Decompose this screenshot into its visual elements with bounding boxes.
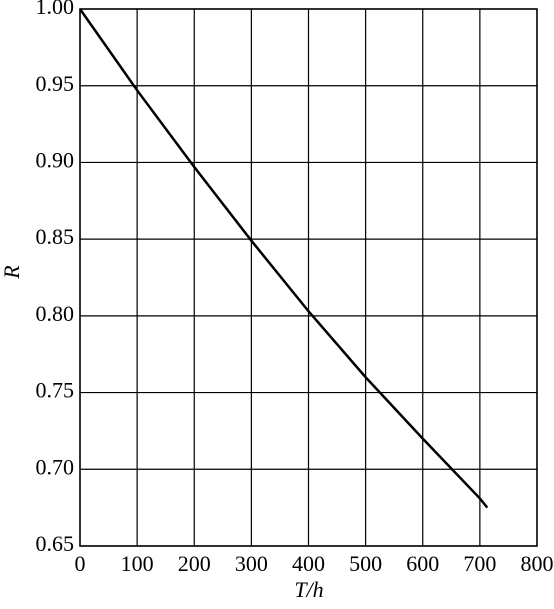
x-tick-label: 500 <box>349 551 382 576</box>
x-tick-label: 0 <box>75 551 86 576</box>
x-tick-label: 400 <box>292 551 325 576</box>
x-tick-label: 600 <box>406 551 439 576</box>
y-tick-label: 0.65 <box>36 531 75 556</box>
x-tick-label: 700 <box>463 551 496 576</box>
y-tick-label: 0.75 <box>36 378 75 403</box>
y-tick-label: 0.85 <box>36 224 75 249</box>
x-tick-label: 100 <box>121 551 154 576</box>
y-axis-label: R <box>0 265 24 280</box>
x-tick-label: 800 <box>521 551 554 576</box>
line-series <box>78 8 489 509</box>
y-tick-label: 0.70 <box>36 454 75 479</box>
y-tick-label: 0.95 <box>36 71 75 96</box>
x-axis-label: T/h <box>294 577 323 602</box>
y-tick-label: 0.80 <box>36 301 75 326</box>
plot-frame <box>79 8 538 547</box>
y-tick-label: 0.90 <box>36 147 75 172</box>
y-tick-label: 1.00 <box>36 0 75 19</box>
x-tick-label: 300 <box>235 551 268 576</box>
x-tick-label: 200 <box>178 551 211 576</box>
